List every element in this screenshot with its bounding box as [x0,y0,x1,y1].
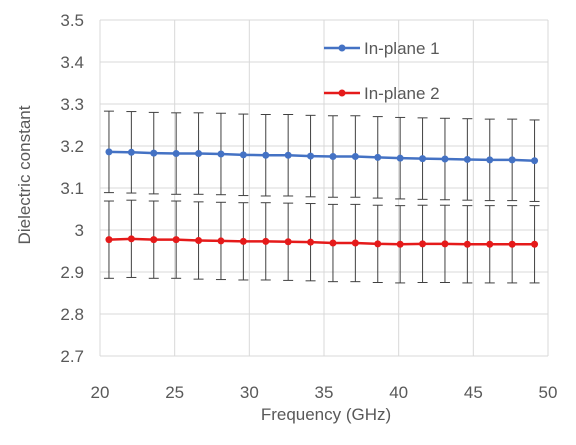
data-point [329,153,337,160]
error-bars [103,110,540,284]
legend-marker [338,44,346,52]
data-point [441,155,449,163]
x-tick-labels: 20 25 30 35 40 45 50 [91,383,558,402]
data-point [105,148,113,156]
data-point [284,238,292,246]
data-point [374,240,382,248]
data-point [508,156,516,164]
x-tick-label: 35 [315,383,334,402]
data-point [531,157,539,165]
data-point [374,153,382,161]
data-point [262,151,270,159]
legend-label: In-plane 1 [364,39,440,58]
data-point [351,153,359,160]
data-point [329,239,337,247]
y-tick-label: 2.7 [60,347,84,366]
y-tick-label: 2.9 [60,263,84,282]
x-axis-title: Frequency (GHz) [261,405,391,424]
data-point [396,154,404,162]
x-tick-label: 20 [91,383,110,402]
gridlines [99,19,549,357]
legend: In-plane 1 In-plane 2 [324,39,440,103]
x-tick-label: 45 [464,383,483,402]
data-point [419,240,427,248]
data-point [150,149,158,157]
data-point [307,152,315,160]
series-lines [108,150,535,246]
data-point [262,237,270,245]
x-tick-label: 25 [165,383,184,402]
data-point [508,240,516,248]
y-tick-label: 3.2 [60,137,84,156]
y-tick-label: 3.3 [60,95,84,114]
data-point [195,150,203,158]
data-point [441,240,449,248]
x-tick-label: 50 [539,383,558,402]
data-point [105,236,113,244]
data-point [195,237,203,244]
data-point [419,155,427,163]
data-point [172,236,180,244]
data-point [217,237,225,245]
data-point [150,236,158,244]
data-point [239,151,247,159]
data-point [486,240,494,248]
series-line [108,150,535,162]
data-point [463,240,471,248]
series-line [108,237,535,246]
x-tick-label: 30 [240,383,259,402]
data-point [217,150,225,158]
y-tick-label: 3.4 [60,53,84,72]
y-tick-label: 3 [75,221,84,240]
data-point [463,155,471,163]
data-points [105,148,539,248]
data-point [127,235,135,243]
data-point [531,240,539,248]
data-point [486,156,494,164]
data-point [127,148,135,156]
data-point [396,240,404,248]
y-tick-label: 3.1 [60,179,84,198]
y-tick-labels: 2.7 2.8 2.9 3 3.1 3.2 3.3 3.4 3.5 [60,11,84,366]
data-point [307,238,315,246]
data-point [239,237,247,245]
data-point [351,239,359,247]
y-tick-label: 2.8 [60,305,84,324]
y-axis-title: Dielectric constant [15,105,34,244]
x-tick-label: 40 [389,383,408,402]
legend-label: In-plane 2 [364,84,440,103]
data-point [172,150,180,158]
y-tick-label: 3.5 [60,11,84,30]
legend-marker [338,89,346,97]
data-point [284,151,292,159]
